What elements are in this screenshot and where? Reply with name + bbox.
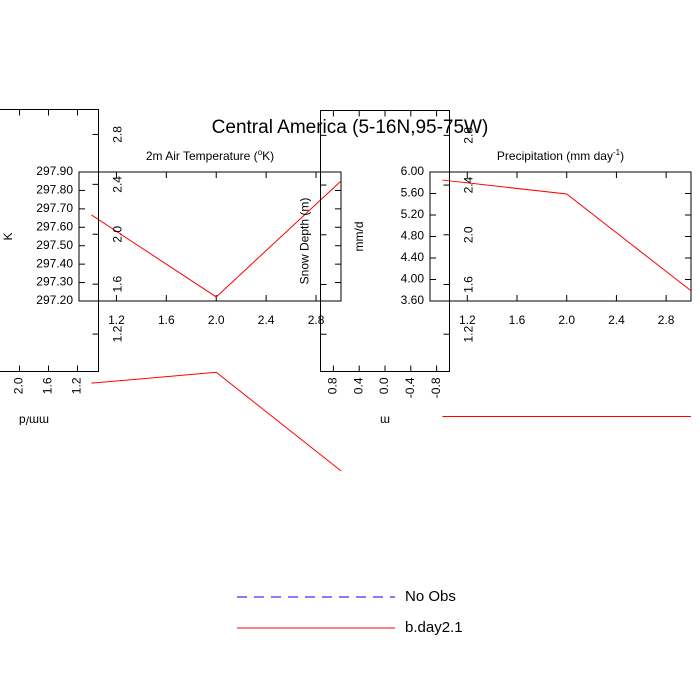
y-tick-label: 0.4 <box>351 377 365 394</box>
legend-label: b.day2.1 <box>405 619 463 636</box>
x-tick-label: 1.2 <box>111 325 125 342</box>
y-tick-label: 6.00 <box>401 164 425 178</box>
x-tick-label: 1.6 <box>111 276 125 293</box>
panel-title: Precipitation (mm day-1) <box>497 148 624 164</box>
data-line <box>442 179 692 292</box>
y-tick-label: 297.60 <box>36 219 73 233</box>
y-axis-label: mm/d <box>352 222 366 252</box>
x-tick-label: 2.4 <box>111 176 125 193</box>
y-tick-label: 5.60 <box>401 186 425 200</box>
y-tick-label: 1.6 <box>41 377 55 394</box>
y-tick-label: 2.0 <box>12 377 26 394</box>
y-tick-label: 5.20 <box>401 207 425 221</box>
y-tick-label: 297.80 <box>36 183 73 197</box>
data-line <box>91 180 342 298</box>
y-tick-label: 3.60 <box>401 293 425 307</box>
x-tick-label: 2.0 <box>208 313 225 327</box>
y-tick-label: 297.40 <box>36 256 73 270</box>
x-tick-label: 2.4 <box>258 313 275 327</box>
y-tick-label: 0.0 <box>377 377 391 394</box>
title-superscript: -1 <box>613 148 621 157</box>
x-tick-label: 1.6 <box>462 276 476 293</box>
y-axis-label: m <box>380 413 390 427</box>
y-tick-label: -0.4 <box>403 377 417 398</box>
x-tick-label: 2.0 <box>558 313 575 327</box>
plot-frame <box>429 171 692 302</box>
x-tick-label: 1.2 <box>459 313 476 327</box>
y-tick-label: 297.30 <box>36 275 73 289</box>
title-text: Snow Depth (m) <box>298 198 312 285</box>
title-text: 2m Air Temperature ( <box>146 149 258 163</box>
title-superscript: o <box>258 148 263 157</box>
panel-title: Snow Depth (m) <box>298 198 312 285</box>
panel-title: 2m Air Temperature (oK) <box>146 148 274 164</box>
panel: Snow Depth (m) m 1.2 1.6 2.0 2.4 2.8 -0.8 -0.4 0.… <box>298 110 476 427</box>
title-text: ) <box>620 149 624 163</box>
panel: Precipitation (mm day-1) mm/d 1.2 1.6 2.0 2.4… <box>352 148 692 327</box>
y-axis-label: K <box>1 232 15 240</box>
x-tick-label: 2.8 <box>658 313 675 327</box>
x-tick-label: 2.0 <box>462 226 476 243</box>
x-tick-label: 2.8 <box>111 126 125 143</box>
y-tick-label: 297.20 <box>36 293 73 307</box>
x-tick-label: 2.4 <box>462 176 476 193</box>
plot-frame <box>78 171 342 302</box>
y-tick-label: 297.70 <box>36 201 73 215</box>
x-tick-label: 1.6 <box>158 313 175 327</box>
x-tick-label: 2.8 <box>462 127 476 144</box>
title-text: K) <box>262 149 274 163</box>
y-tick-label: 4.80 <box>401 229 425 243</box>
panel: Runoff (mm day-1)mm/d1.21.62.02.42.81.21… <box>0 109 125 427</box>
title-text: Precipitation (mm day <box>497 149 613 163</box>
x-tick-label: 1.2 <box>108 313 125 327</box>
data-line <box>91 371 342 472</box>
x-tick-label: 2.4 <box>608 313 625 327</box>
figure-title: Central America (5-16N,95-75W) <box>212 117 489 138</box>
y-axis-label: mm/d <box>19 413 49 427</box>
y-tick-label: -0.8 <box>429 377 443 398</box>
plot-frame <box>0 109 99 372</box>
y-tick-label: 4.40 <box>401 250 425 264</box>
y-tick-label: 297.90 <box>36 164 73 178</box>
legend-label: No Obs <box>405 588 456 605</box>
y-tick-label: 0.8 <box>326 377 340 394</box>
panel: 2m Air Temperature (oK) K 1.2 1.6 2.0 2.4 2.8 2… <box>1 148 342 327</box>
y-tick-label: 297.50 <box>36 238 73 252</box>
plot-frame <box>320 110 450 372</box>
x-tick-label: 1.6 <box>509 313 526 327</box>
x-tick-label: 1.2 <box>462 326 476 343</box>
y-tick-label: 4.00 <box>401 272 425 286</box>
x-tick-label: 2.8 <box>308 313 325 327</box>
y-tick-label: 1.2 <box>70 377 84 394</box>
x-tick-label: 2.0 <box>111 226 125 243</box>
